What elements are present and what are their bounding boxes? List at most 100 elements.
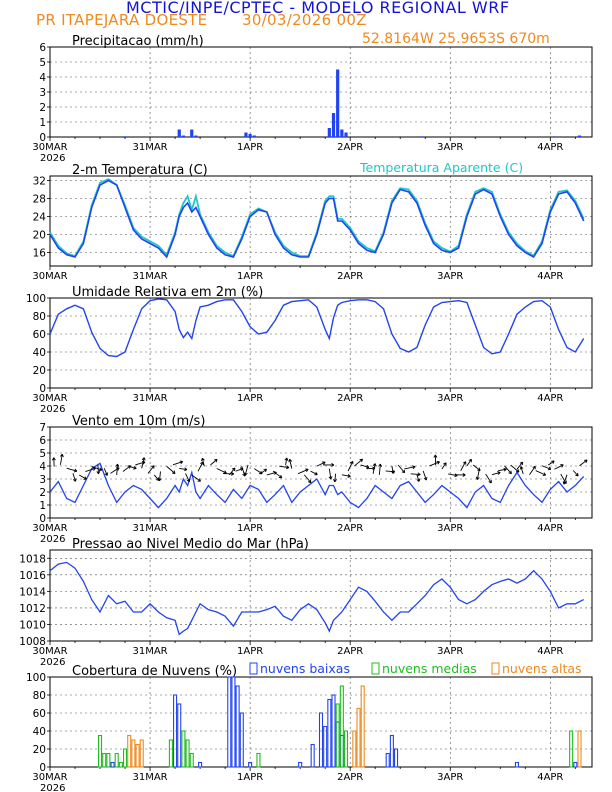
cloud-bar (327, 698, 332, 768)
panel-title: Cobertura de Nuvens (%) (72, 664, 237, 679)
y-tick-label: 20 (33, 365, 46, 377)
y-tick-label: 80 (33, 690, 46, 702)
y-tick-label: 0 (39, 762, 46, 774)
panel-title: Pressao ao Nivel Medio do Mar (hPa) (72, 537, 309, 552)
cloud-bar (114, 752, 119, 768)
model-title: MCTIC/INPE/CPTEC - MODELO REGIONAL WRF (126, 0, 510, 17)
wind-arrow (334, 473, 337, 482)
wind-arrow (297, 468, 309, 475)
wind-arrow-head (542, 472, 547, 476)
cloud-bar (127, 734, 132, 768)
cloud-bar (360, 685, 365, 768)
y-tick-label: 100 (26, 672, 46, 684)
wind-arrow (347, 461, 354, 472)
x-tick-label: 31MAR (132, 142, 167, 153)
cloud-bar (168, 739, 173, 768)
cloud-bar (318, 712, 324, 768)
year-label: 2026 (40, 404, 65, 415)
cloud-bar (393, 748, 399, 768)
cloud-bar (356, 707, 361, 768)
precip-bar (123, 136, 127, 137)
wind-arrow (354, 458, 363, 467)
cloud-bar (385, 752, 390, 768)
y-tick-label: 40 (33, 726, 46, 738)
wind-arrow (391, 465, 394, 474)
precip-bar (331, 113, 336, 137)
wind-arrow (547, 460, 555, 466)
wind-arrow-head (72, 478, 77, 482)
x-tick-label: 31MAR (132, 393, 167, 404)
wind-arrow-head (347, 474, 351, 478)
wind-arrow (504, 465, 512, 475)
x-tick-label: 1APR (237, 772, 263, 783)
wind-arrow-head (151, 465, 155, 469)
wind-arrow (310, 470, 318, 476)
wind-arrow-head (508, 470, 512, 475)
wind-arrow-head (497, 471, 501, 475)
x-tick-label: 2APR (337, 142, 363, 153)
wind-arrow-head (305, 468, 309, 472)
wind-arrow-head (532, 465, 536, 470)
wind-arrow-head (390, 470, 395, 474)
y-tick-label: 0 (39, 132, 46, 144)
wind-arrow-head (322, 461, 326, 465)
wind-arrow-head (201, 457, 205, 462)
wind-arrow-head (547, 466, 552, 471)
wind-arrow (554, 464, 564, 470)
cloud-bar (239, 712, 244, 768)
wind-arrow (103, 468, 108, 476)
wind-arrow-head (436, 460, 440, 465)
wind-arrow-head (519, 466, 524, 470)
y-tick-label: 1 (39, 500, 46, 512)
precip-bar (344, 132, 348, 137)
wind-arrow-head (551, 460, 555, 464)
wind-arrow (59, 454, 63, 465)
x-tick-label: 4APR (537, 772, 563, 783)
y-tick-label: 100 (26, 293, 46, 305)
panel-frame (49, 549, 593, 642)
wind-arrow-head (115, 463, 120, 467)
cloud-bar (231, 676, 236, 768)
precip-bar (252, 135, 256, 137)
wind-arrow (498, 468, 507, 472)
wind-arrow (85, 467, 96, 473)
wind-arrow (210, 459, 218, 466)
wind-arrow (91, 466, 103, 471)
x-tick-label: 30MAR (32, 271, 67, 282)
x-tick-label: 4APR (537, 646, 563, 657)
wind-arrow (235, 467, 244, 472)
precip-bar (181, 135, 186, 137)
y-tick-label: 20 (33, 744, 46, 756)
panel-frame (49, 426, 593, 519)
x-tick-label: 30MAR (32, 393, 67, 404)
wind-arrow-head (286, 465, 290, 470)
cloud-bar (185, 739, 190, 768)
cloud-bar (343, 730, 349, 768)
x-tick-label: 2APR (337, 523, 363, 534)
year-label: 2026 (40, 534, 65, 545)
cloud-bar (97, 734, 103, 768)
wind-arrow-head (359, 458, 363, 463)
cloud-legend-label: nuvens altas (502, 661, 582, 676)
cloud-bar (139, 739, 144, 768)
wind-arrow (260, 468, 267, 474)
wind-arrow-head (307, 479, 312, 484)
wind-arrow (485, 473, 492, 484)
wind-arrow (185, 473, 190, 482)
x-tick-label: 1APR (237, 393, 263, 404)
precip-bar (340, 129, 344, 137)
wind-arrow (228, 467, 236, 476)
x-tick-label: 3APR (437, 772, 463, 783)
precip-bar (248, 134, 252, 137)
cloud-bar (389, 734, 394, 768)
wind-arrow-head (560, 464, 564, 468)
wind-arrow-head (333, 478, 337, 483)
init-time: 30/03/2026 00Z (242, 11, 367, 29)
cloud-bar (227, 676, 232, 768)
wind-arrow (153, 474, 160, 481)
wind-arrow (378, 463, 381, 475)
cloud-bar (323, 725, 328, 768)
wind-arrow-head (59, 453, 64, 458)
humidity-line (49, 298, 585, 358)
wind-arrow (179, 467, 188, 471)
